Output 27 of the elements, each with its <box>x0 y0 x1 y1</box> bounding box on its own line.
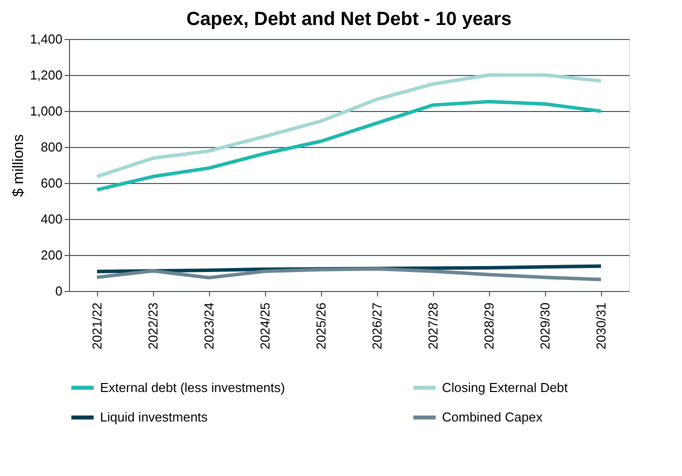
x-tick-label: 2030/31 <box>594 302 608 350</box>
y-tick-label: 0 <box>55 284 62 298</box>
x-tick-label: 2029/30 <box>538 302 552 350</box>
y-tick-label: 1,400 <box>30 32 62 46</box>
y-tick-label: 1,200 <box>30 68 62 82</box>
line-series <box>95 73 603 178</box>
y-tick-label: 200 <box>40 248 62 262</box>
line-series <box>95 267 603 282</box>
x-tick-label: 2026/27 <box>370 302 384 350</box>
line-series <box>95 100 603 192</box>
legend-label: Liquid investments <box>100 410 208 424</box>
y-axis-title: $ millions <box>10 134 27 197</box>
y-tick-label: 1,000 <box>30 104 62 118</box>
x-tick-label: 2021/22 <box>90 302 104 350</box>
y-tick-label: 600 <box>40 176 62 190</box>
x-tick-label: 2028/29 <box>482 302 496 350</box>
chart-title: Capex, Debt and Net Debt - 10 years <box>186 9 512 30</box>
x-tick-label: 2023/24 <box>202 302 216 350</box>
y-tick-label: 400 <box>40 212 62 226</box>
legend-label: Combined Capex <box>442 410 543 424</box>
x-tick-label: 2024/25 <box>258 302 272 350</box>
legend-label: External debt (less investments) <box>100 380 285 395</box>
y-tick-label: 800 <box>40 140 62 154</box>
x-tick-label: 2027/28 <box>426 302 440 350</box>
x-tick-label: 2022/23 <box>146 302 160 350</box>
legend-label: Closing External Debt <box>442 380 568 395</box>
x-tick-label: 2025/26 <box>314 302 328 350</box>
